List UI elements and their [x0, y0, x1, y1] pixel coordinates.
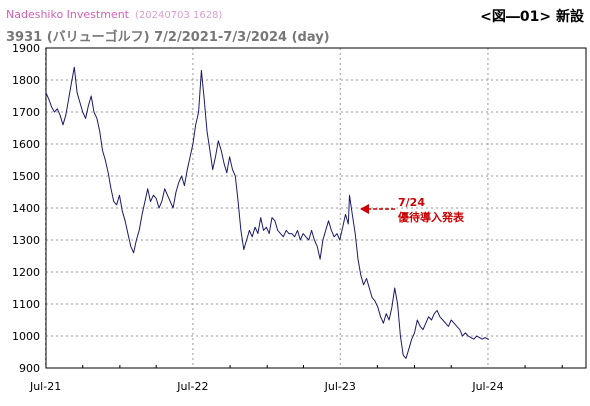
y-tick-label: 1000 — [12, 330, 40, 343]
y-tick-label: 1400 — [12, 202, 40, 215]
brand-name: Nadeshiko Investment — [6, 8, 129, 21]
y-tick-label: 1600 — [12, 138, 40, 151]
y-tick-label: 1200 — [12, 266, 40, 279]
y-tick-label: 900 — [19, 362, 40, 375]
y-tick-label: 1700 — [12, 106, 40, 119]
series-group — [45, 66, 489, 359]
annotation-text: 優待導入発表 — [397, 210, 465, 224]
y-tick-label: 1100 — [12, 298, 40, 311]
x-tick-label: Jul-22 — [176, 380, 208, 393]
y-tick-label: 1300 — [12, 234, 40, 247]
x-tick-label: Jul-24 — [471, 380, 503, 393]
y-tick-label: 1500 — [12, 170, 40, 183]
y-axis-ticks: 900 1000 1100 1200 1300 1400 1500 1600 1700 1800 1… — [12, 42, 40, 375]
gridlines — [45, 48, 586, 368]
chart-title: 3931 (バリューゴルフ) 7/2/2021-7/3/2024 (day) — [6, 30, 330, 45]
figure-label: <図―01> 新設 — [480, 9, 584, 25]
x-tick-label: Jul-21 — [29, 380, 61, 393]
annotation: 7/24 優待導入発表 — [360, 196, 465, 224]
plot-frame — [45, 47, 587, 369]
x-axis-ticks: Jul-21 Jul-22 Jul-23 Jul-24 — [29, 365, 563, 393]
annotation-date: 7/24 — [398, 196, 425, 209]
timestamp-label: (20240703 1628) — [135, 10, 223, 21]
y-tick-label: 1800 — [12, 74, 40, 87]
annotation-arrowhead — [360, 204, 369, 214]
y-tick-label: 1900 — [12, 42, 40, 55]
brand-label: Nadeshiko Investment (20240703 1628) — [6, 8, 222, 21]
price-line — [45, 66, 489, 359]
x-tick-label: Jul-23 — [324, 380, 356, 393]
